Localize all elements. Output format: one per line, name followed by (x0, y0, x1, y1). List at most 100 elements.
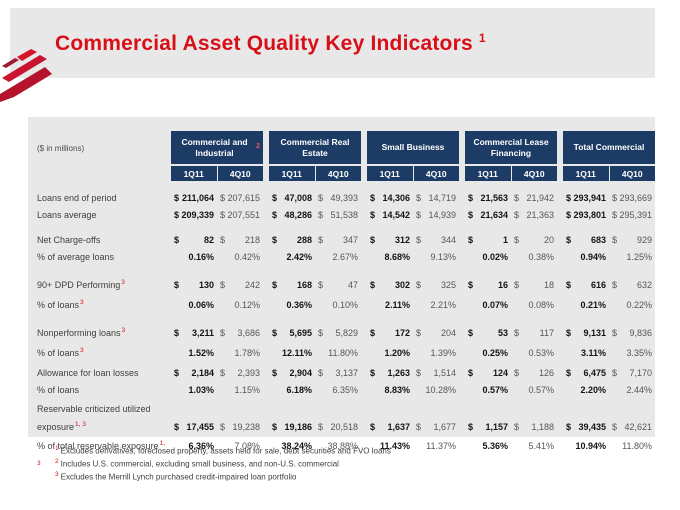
value: 10.28% (425, 385, 456, 395)
dollar-sign: $ (514, 280, 520, 290)
row-label: Allowance for loan losses (28, 365, 165, 382)
value: 0.22% (626, 300, 652, 310)
value: 288 (296, 235, 312, 245)
period-header: 4Q10 (609, 166, 655, 181)
value: 0.53% (528, 348, 554, 358)
dollar-sign: $ (468, 280, 474, 290)
value-cell: 7.08% (217, 438, 263, 455)
row-label-text: Allowance for loan losses (37, 368, 139, 378)
dollar-sign: $ (612, 210, 618, 220)
row-group-values: $130 $242 (171, 277, 263, 294)
row-group-values: 10.94% 11.80% (563, 438, 655, 455)
value-cell: $204 (413, 325, 459, 342)
value: 0.25% (482, 348, 508, 358)
table-row: Net Charge-offs $82 $218 $288 $347 $312 $344 $1… (28, 232, 655, 249)
value: 5,829 (335, 328, 358, 338)
table-row: Nonperforming loans3 $3,211 $3,686 $5,695 $5… (28, 322, 655, 342)
value: 3.35% (626, 348, 652, 358)
value: 0.42% (234, 252, 260, 262)
value: 1.25% (626, 252, 652, 262)
value: 2.44% (626, 385, 652, 395)
period-header: 1Q11 (269, 166, 315, 181)
value-cell: $347 (315, 232, 361, 249)
row-label: % of total reservable exposure1, 3 (28, 435, 165, 475)
value: 1.20% (384, 348, 410, 358)
row-group-values: $14,306 $14,719 (367, 190, 459, 207)
row-group-values: $2,184 $2,393 (171, 365, 263, 382)
dollar-sign: $ (370, 280, 376, 290)
value: 0.21% (580, 300, 606, 310)
dollar-sign: $ (612, 235, 618, 245)
row-label: Loans end of period (28, 190, 165, 207)
value-cell: $48,286 (269, 207, 315, 224)
footnote-number: 2 (55, 458, 59, 466)
value-cell: 8.68% (367, 249, 413, 266)
value: 1.78% (234, 348, 260, 358)
row-label: 90+ DPD Performing3 (28, 274, 165, 294)
row-group-values: $312 $344 (367, 232, 459, 249)
value: 10.94% (575, 441, 606, 451)
dollar-sign: $ (612, 422, 618, 432)
row-footnote-ref: 1, 3 (75, 421, 86, 428)
value-cell: $14,719 (413, 190, 459, 207)
period-header: 4Q10 (511, 166, 557, 181)
value: 11.43% (379, 441, 410, 451)
row-label-text: % of loans3 (37, 347, 84, 358)
value: 0.16% (188, 252, 214, 262)
value-cell: 38.88% (315, 438, 361, 455)
value-cell: 6.35% (315, 382, 361, 399)
value-cell: $117 (511, 325, 557, 342)
value-cell: 12.11% (269, 345, 315, 362)
period-subheaders: 1Q11 4Q10 (269, 166, 361, 181)
value-cell: $5,695 (269, 325, 315, 342)
column-group-header: Total Commercial (563, 131, 655, 164)
row-group-values: $293,941 $293,669 (563, 190, 655, 207)
dollar-sign: $ (566, 193, 572, 203)
value-cell: 0.94% (563, 249, 609, 266)
dollar-sign: $ (174, 328, 180, 338)
column-group-header: Commercial Real Estate (269, 131, 361, 164)
dollar-sign: $ (220, 368, 226, 378)
row-group-values: 2.42% 2.67% (269, 249, 361, 266)
value: 325 (440, 280, 456, 290)
value-cell: $14,542 (367, 207, 413, 224)
period-header: 4Q10 (217, 166, 263, 181)
column-group-label: Small Business (381, 142, 445, 153)
value: 1.03% (188, 385, 214, 395)
value: 38.88% (327, 441, 358, 451)
value-cell: $2,904 (269, 365, 315, 382)
dollar-sign: $ (468, 235, 474, 245)
value-cell: $293,801 (563, 207, 609, 224)
dollar-sign: $ (318, 422, 324, 432)
value: 117 (539, 328, 554, 338)
row-group-values: 0.57% 0.57% (465, 382, 557, 399)
value: 51,538 (330, 210, 358, 220)
value: 293,941 (573, 193, 606, 203)
dollar-sign: $ (370, 210, 376, 220)
value: 2.11% (384, 300, 410, 310)
value-cell: $683 (563, 232, 609, 249)
value-cell: $168 (269, 277, 315, 294)
table-body: Loans end of period $211,064 $207,615 $47,0… (28, 190, 655, 475)
dollar-sign: $ (272, 368, 278, 378)
value-cell: 1.52% (171, 345, 217, 362)
value-cell: 1.15% (217, 382, 263, 399)
value: 18 (543, 280, 554, 290)
value-cell: 10.28% (413, 382, 459, 399)
dollar-sign: $ (220, 280, 226, 290)
column-group-header: Small Business (367, 131, 459, 164)
table-row: Allowance for loan losses $2,184 $2,393 $2,… (28, 365, 655, 382)
value: 20,518 (330, 422, 358, 432)
value: 53 (497, 328, 508, 338)
value-cell: $325 (413, 277, 459, 294)
value-cell: $7,170 (609, 365, 655, 382)
period-header: 4Q10 (413, 166, 459, 181)
value: 21,363 (526, 210, 554, 220)
dollar-sign: $ (416, 210, 422, 220)
row-group-values: $3,211 $3,686 (171, 325, 263, 342)
value: 1,677 (433, 422, 456, 432)
value: 49,393 (330, 193, 358, 203)
row-group-values: $288 $347 (269, 232, 361, 249)
period-header: 1Q11 (171, 166, 217, 181)
row-label: Reservable criticized utilized exposure1,… (28, 402, 165, 435)
